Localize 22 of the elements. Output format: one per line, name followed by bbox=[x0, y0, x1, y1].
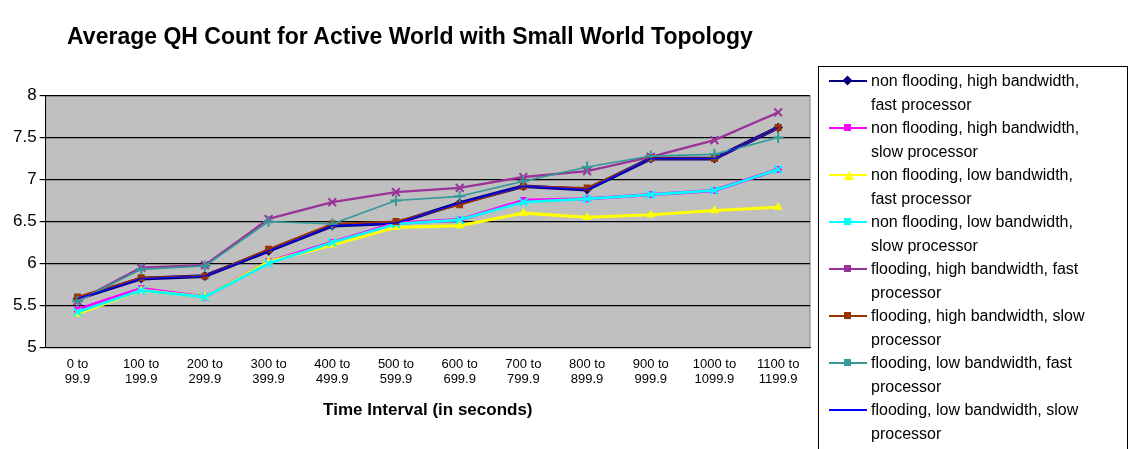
y-tick-label: 6.5 bbox=[12, 211, 37, 231]
y-tick-label: 5 bbox=[27, 337, 37, 357]
x-tick-label: 1100 to 1199.9 bbox=[756, 355, 800, 387]
y-tick-label: 7.5 bbox=[12, 127, 37, 147]
x-tick-label: 400 to 499.9 bbox=[314, 355, 351, 387]
legend-label: flooding, low bandwidth, slow processor bbox=[871, 400, 1080, 444]
x-tick-label: 200 to 299.9 bbox=[186, 355, 223, 387]
x-axis-title: Time Interval (in seconds) bbox=[323, 400, 533, 420]
x-tick-label: 600 to 699.9 bbox=[441, 355, 478, 387]
y-tick-label: 5.5 bbox=[12, 295, 37, 315]
chart-title: Average QH Count for Active World with Small World Topology bbox=[67, 23, 754, 50]
x-tick-label: 1000 to 1099.9 bbox=[692, 355, 737, 387]
y-tick-label: 6 bbox=[27, 253, 37, 273]
y-tick-label: 8 bbox=[27, 85, 37, 105]
x-tick-label: 300 to 399.9 bbox=[250, 355, 287, 387]
x-tick-label: 800 to 899.9 bbox=[568, 355, 606, 387]
x-tick-label: 900 to 999.9 bbox=[632, 355, 669, 387]
x-tick-label: 0 to 99.9 bbox=[64, 355, 91, 387]
y-tick-label: 7 bbox=[27, 169, 37, 189]
x-tick-label: 100 to 199.9 bbox=[123, 355, 160, 387]
x-tick-label: 500 to 599.9 bbox=[377, 355, 415, 387]
x-tick-label: 700 to 799.9 bbox=[505, 355, 542, 387]
